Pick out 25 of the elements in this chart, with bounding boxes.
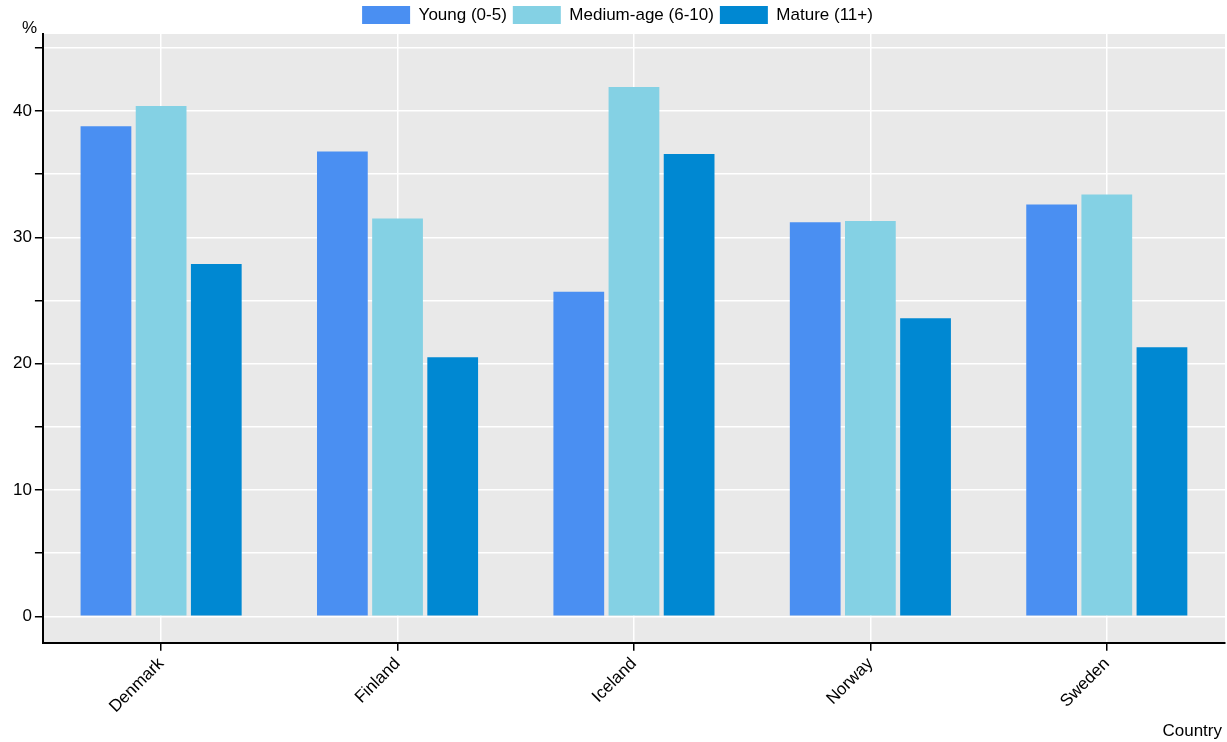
x-axis-title: Country bbox=[1162, 721, 1223, 741]
bar bbox=[900, 318, 951, 616]
legend-label: Mature (11+) bbox=[776, 4, 873, 24]
bar bbox=[80, 126, 132, 616]
bar bbox=[427, 357, 479, 616]
y-tick-label: 10 bbox=[12, 479, 32, 499]
bar bbox=[1026, 204, 1077, 616]
y-tick-label: 40 bbox=[12, 100, 32, 120]
bar bbox=[317, 151, 368, 616]
bar bbox=[608, 87, 660, 616]
bar bbox=[1136, 347, 1188, 616]
bar bbox=[190, 263, 242, 616]
legend-label: Medium-age (6-10) bbox=[569, 4, 714, 24]
y-tick-label: 0 bbox=[22, 605, 32, 625]
bar bbox=[789, 222, 841, 616]
bar bbox=[1081, 194, 1133, 616]
y-tick-label: 30 bbox=[12, 227, 32, 247]
bar bbox=[553, 291, 605, 616]
y-tick-label: 20 bbox=[12, 353, 32, 373]
y-axis-title: % bbox=[22, 17, 38, 37]
bar bbox=[845, 220, 896, 616]
legend-label: Young (0-5) bbox=[418, 4, 507, 24]
bar bbox=[372, 218, 423, 616]
bar bbox=[663, 153, 715, 616]
bar bbox=[135, 106, 187, 616]
